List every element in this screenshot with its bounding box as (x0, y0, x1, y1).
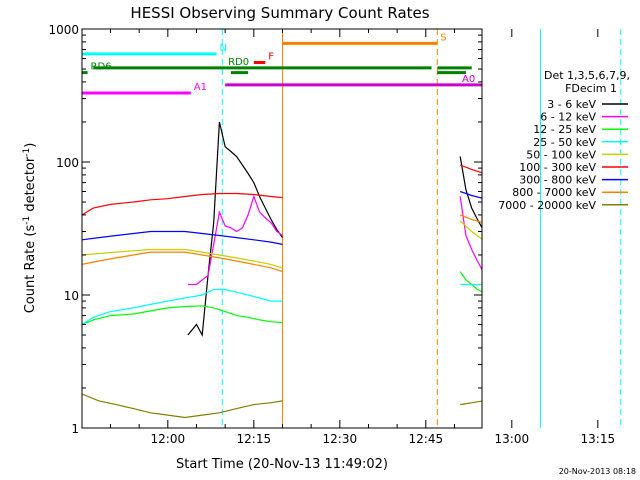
annotation-label-a1: A1 (194, 82, 207, 93)
series-line-6 (82, 190, 482, 245)
x-axis: 12:00 12:15 12:30 12:45 13:00 13:15 (109, 29, 616, 446)
series-line-4 (82, 220, 482, 269)
x-tick-label-0: 12:00 (151, 432, 186, 446)
legend-label-2: 12 - 25 keV (533, 123, 596, 136)
series-line-7 (82, 214, 482, 273)
y-axis-label-part1: Count Rate (s (23, 225, 38, 314)
series-layer (82, 121, 482, 419)
annotation-label-rd6: RD6 (91, 62, 112, 73)
y-axis-label: Count Rate (s-1 detector-1) (22, 143, 38, 314)
x-axis-label: Start Time (20-Nov-13 11:49:02) (176, 457, 388, 472)
legend-label-0: 3 - 6 keV (547, 98, 596, 111)
annotation-label-rd0: RD0 (228, 57, 249, 68)
annotation-label-a0: A0 (462, 74, 475, 85)
x-tick-label-4: 13:00 (495, 432, 530, 446)
y-axis-label-sup1: -1 (22, 216, 32, 225)
chart-title: HESSI Observing Summary Count Rates (130, 4, 429, 22)
y-tick-label-3: 1000 (48, 23, 79, 37)
annotation-label-s: S (440, 32, 446, 43)
legend-label-3: 25 - 50 keV (533, 136, 596, 149)
footer-timestamp: 20-Nov-2013 08:18 (559, 467, 636, 476)
series-line-2 (82, 271, 482, 326)
x-tick-label-3: 12:45 (409, 432, 444, 446)
y-tick-label-1: 10 (64, 289, 79, 303)
series-line-1 (187, 194, 482, 286)
x-tick-label-5: 13:15 (581, 432, 616, 446)
annotation-label-n: N (220, 43, 227, 54)
legend-title-2: FDecim 1 (565, 82, 617, 95)
legend-label-7: 800 - 7000 keV (512, 186, 596, 199)
legend-label-1: 6 - 12 keV (540, 111, 596, 124)
x-tick-label-1: 12:15 (237, 432, 272, 446)
annotation-label-f: F (268, 51, 274, 62)
x-tick-label-2: 12:30 (323, 432, 358, 446)
y-tick-label-2: 100 (56, 156, 79, 170)
vlines-layer (221, 29, 622, 428)
y-tick-label-0: 1 (71, 422, 79, 436)
y-axis-label-sup2: -1 (22, 148, 32, 157)
annotation-layer: N F S RD0 RD6 A0 A1 (82, 32, 482, 95)
legend-label-6: 300 - 800 keV (519, 174, 596, 187)
y-axis-label-part2: detector (23, 156, 38, 216)
series-line-8 (82, 393, 482, 419)
series-line-5 (82, 164, 482, 216)
legend-title-1: Det 1,3,5,6,7,9, (544, 69, 630, 82)
series-line-3 (82, 283, 482, 326)
y-axis: 1 10 100 1000 (48, 23, 482, 436)
legend-label-4: 50 - 100 keV (526, 148, 596, 161)
series-line-0 (187, 121, 482, 338)
y-axis-label-part3: ) (23, 143, 38, 148)
legend-label-5: 100 - 300 keV (519, 161, 596, 174)
legend-label-8: 7000 - 20000 keV (498, 199, 596, 212)
